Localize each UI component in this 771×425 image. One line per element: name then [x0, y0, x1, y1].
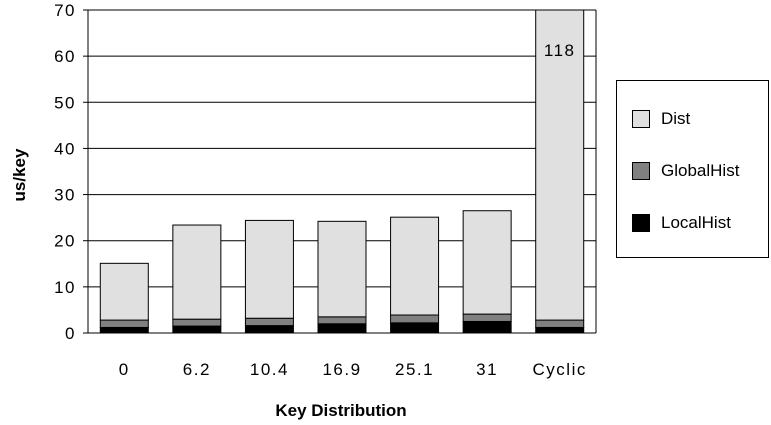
y-tick-labels: 0 10 20 30 40 50 60 70: [54, 1, 76, 343]
legend: Dist GlobalHist LocalHist: [616, 80, 769, 258]
bar-localhist-10.4: [244, 325, 294, 334]
legend-item-localhist: LocalHist: [632, 213, 731, 233]
bar-globalhist-10.4: [244, 317, 294, 327]
bar-dist-0: [99, 262, 149, 321]
axes: [87, 10, 597, 333]
bar-globalhist-6.2: [172, 318, 222, 327]
legend-item-globalhist: GlobalHist: [632, 161, 739, 181]
bar-globalhist-25.1: [390, 314, 440, 324]
bars: [99, 9, 585, 334]
legend-swatch: [632, 110, 650, 128]
legend-swatch: [632, 214, 650, 232]
y-tick-label: 40: [54, 139, 76, 158]
x-tick-label: Cyclic: [533, 360, 587, 379]
legend-label: LocalHist: [661, 213, 731, 232]
bar-localhist-31: [462, 320, 512, 334]
x-tick-label: 6.2: [183, 360, 211, 379]
x-tick-label: 16.9: [322, 360, 361, 379]
y-axis-title: us/key: [10, 148, 29, 201]
data-labels: 118: [544, 41, 576, 60]
x-tick-label: 0: [119, 360, 130, 379]
legend-swatch: [632, 162, 650, 180]
bar-localhist-25.1: [390, 322, 440, 334]
bar-globalhist-31: [462, 313, 512, 322]
legend-label: GlobalHist: [661, 161, 740, 180]
bar-dist-25.1: [390, 216, 440, 316]
bar-dist-16.9: [317, 220, 367, 318]
y-tick-label: 60: [54, 47, 76, 66]
y-tick-label: 50: [54, 93, 76, 112]
y-tick-label: 70: [54, 1, 76, 20]
x-tick-labels: 0 6.2 10.4 16.9 25.1 31 Cyclic: [119, 360, 587, 379]
x-tick-label: 10.4: [250, 360, 289, 379]
bar-localhist-16.9: [317, 323, 367, 334]
bar-dist-Cyclic: [535, 9, 585, 321]
bar-localhist-Cyclic: [535, 326, 585, 334]
bar-dist-6.2: [172, 224, 222, 320]
bar-dist-10.4: [244, 219, 294, 319]
y-tick-label: 30: [54, 186, 76, 205]
bar-localhist-0: [99, 326, 149, 334]
x-axis-title: Key Distribution: [275, 401, 406, 420]
bar-localhist-6.2: [172, 325, 222, 334]
bar-globalhist-0: [99, 319, 149, 328]
legend-label: Dist: [661, 109, 691, 128]
y-tick-label: 0: [65, 324, 76, 343]
bar-dist-31: [462, 210, 512, 315]
legend-item-dist: Dist: [632, 109, 690, 129]
bar-globalhist-Cyclic: [535, 319, 585, 328]
y-tick-label: 10: [54, 278, 76, 297]
bar-globalhist-16.9: [317, 316, 367, 325]
x-tick-label: 25.1: [395, 360, 434, 379]
y-tick-label: 20: [54, 232, 76, 251]
x-tick-label: 31: [476, 360, 498, 379]
data-label-cyclic: 118: [544, 41, 576, 60]
